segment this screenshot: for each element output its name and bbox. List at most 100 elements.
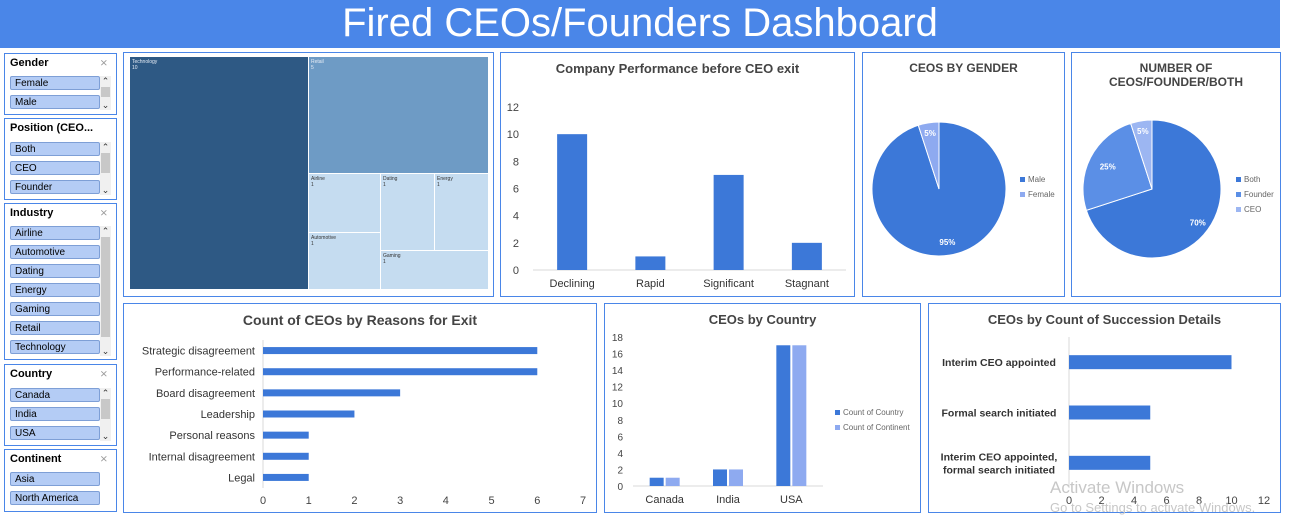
treemap-tile-energy[interactable] xyxy=(435,174,488,251)
pie-data-label: 5% xyxy=(924,129,936,138)
y-tick-label: Leadership xyxy=(201,409,255,421)
treemap-tile-automotive[interactable] xyxy=(309,233,381,289)
treemap-tile-dating[interactable] xyxy=(381,174,435,251)
slicer-scrollbar[interactable]: ⌃ ⌄ xyxy=(100,142,111,195)
slicer-item-technology[interactable]: Technology xyxy=(10,340,100,354)
x-tick-label: Declining xyxy=(550,278,595,290)
bar-canada-count-of-continent xyxy=(665,477,680,486)
bar-rapid xyxy=(635,256,666,270)
y-tick-label: 18 xyxy=(612,333,624,344)
treemap-tile-retail[interactable] xyxy=(309,57,488,174)
gender-pie-title: CEOS BY GENDER xyxy=(909,61,1018,75)
slicer-item-canada[interactable]: Canada xyxy=(10,388,100,402)
scrollbar-thumb[interactable] xyxy=(101,399,110,419)
treemap-value-automotive: 1 xyxy=(311,241,314,247)
slicer-item-usa[interactable]: USA xyxy=(10,426,100,440)
treemap-value-retail: 5 xyxy=(311,65,314,71)
y-tick-label: 8 xyxy=(617,416,623,427)
filter-clear-icon[interactable]: ⨯ xyxy=(99,58,108,69)
filter-clear-icon[interactable]: ⨯ xyxy=(99,369,108,380)
y-tick-label: 6 xyxy=(617,432,623,443)
slicer-item-retail[interactable]: Retail xyxy=(10,321,100,335)
y-tick-label: Internal disagreement xyxy=(149,451,255,463)
y-tick-label: Personal reasons xyxy=(169,430,255,442)
slicer-item-asia[interactable]: Asia xyxy=(10,472,100,486)
treemap-label-gaming: Gaming xyxy=(383,253,401,259)
chevron-down-icon[interactable]: ⌄ xyxy=(101,346,110,356)
slicer-scrollbar[interactable]: ⌃ ⌄ xyxy=(100,226,111,356)
bar-declining xyxy=(557,134,588,270)
filter-clear-icon[interactable]: ⨯ xyxy=(99,454,108,465)
y-tick-label: 16 xyxy=(612,350,624,361)
position-pie-title: NUMBER OF CEOS/FOUNDER/BOTH xyxy=(1108,61,1243,89)
y-tick-label: Interim CEO appointed xyxy=(942,357,1056,369)
y-tick-label: 14 xyxy=(612,366,624,377)
chevron-down-icon[interactable]: ⌄ xyxy=(101,185,110,195)
bar-personal-reasons xyxy=(263,431,309,439)
chevron-up-icon[interactable]: ⌃ xyxy=(101,76,110,86)
chevron-down-icon[interactable]: ⌄ xyxy=(101,100,110,110)
y-tick-label-line: Interim CEO appointed xyxy=(942,357,1056,369)
pie-slice-both xyxy=(1085,119,1222,259)
gender-pie-chart: 95% 5% Male Female xyxy=(871,121,1055,257)
treemap-tile-airline[interactable] xyxy=(309,174,381,233)
chevron-up-icon[interactable]: ⌃ xyxy=(101,388,110,398)
slicer-item-automotive[interactable]: Automotive xyxy=(10,245,100,259)
pie-data-label: 25% xyxy=(1100,162,1116,171)
slicer-item-founder[interactable]: Founder xyxy=(10,180,100,194)
scrollbar-thumb[interactable] xyxy=(101,87,110,97)
legend-label: CEO xyxy=(1244,205,1261,214)
bar-internal-disagreement xyxy=(263,452,309,460)
y-tick-label-line: Formal search initiated xyxy=(942,408,1057,420)
x-tick-label: Stagnant xyxy=(785,278,829,290)
dashboard-title: Fired CEOs/Founders Dashboard xyxy=(0,0,1280,48)
slicer-continent-title: Continent xyxy=(10,453,62,465)
x-tick-label: 10 xyxy=(1225,495,1237,507)
x-tick-label: 1 xyxy=(306,495,312,507)
treemap-tile-gaming[interactable] xyxy=(381,251,488,289)
slicer-country: Country ⨯ Canada India USA ⌃ ⌄ xyxy=(4,364,117,446)
slicer-gender-title: Gender xyxy=(10,57,49,69)
treemap-tile-technology[interactable] xyxy=(130,57,309,289)
scrollbar-thumb[interactable] xyxy=(101,237,110,337)
country-chart-title: CEOs by Country xyxy=(708,312,817,327)
slicer-gender: Gender ⨯ Female Male ⌃ ⌄ xyxy=(4,53,117,115)
y-tick-label: Formal search initiated xyxy=(942,408,1057,420)
pie-slice-founder xyxy=(1082,122,1153,211)
x-tick-label: USA xyxy=(780,494,803,506)
x-tick-label: Significant xyxy=(703,278,754,290)
slicer-scrollbar[interactable]: ⌃ ⌄ xyxy=(100,76,111,110)
slicer-continent: Continent ⨯ Asia North America xyxy=(4,449,117,512)
slicer-item-north-america[interactable]: North America xyxy=(10,491,100,505)
reasons-chart-panel: Count of CEOs by Reasons for Exit 0 1 2 3 4 5… xyxy=(123,303,597,513)
scrollbar-thumb[interactable] xyxy=(101,153,110,173)
slicer-item-dating[interactable]: Dating xyxy=(10,264,100,278)
slicer-item-both[interactable]: Both xyxy=(10,142,100,156)
legend-swatch xyxy=(1020,177,1025,182)
x-tick-label: 7 xyxy=(580,495,586,507)
slicer-item-gaming[interactable]: Gaming xyxy=(10,302,100,316)
legend-label: Male xyxy=(1028,175,1046,184)
legend-label: Founder xyxy=(1244,190,1274,199)
performance-chart-panel: Company Performance before CEO exit 0 2 4 6… xyxy=(500,52,855,297)
y-tick-label-line: formal search initiated xyxy=(943,464,1055,476)
y-tick-label: Interim CEO appointed, formal search init… xyxy=(941,451,1058,476)
slicer-position-title: Position (CEO... xyxy=(10,122,94,134)
filter-clear-icon[interactable]: ⨯ xyxy=(99,208,108,219)
legend-label: Count of Continent xyxy=(843,423,910,432)
chevron-down-icon[interactable]: ⌄ xyxy=(101,431,110,441)
chevron-up-icon[interactable]: ⌃ xyxy=(101,226,110,236)
slicer-item-airline[interactable]: Airline xyxy=(10,226,100,240)
bar-usa-count-of-country xyxy=(776,345,791,486)
x-tick-label: 6 xyxy=(534,495,540,507)
pie-data-label: 5% xyxy=(1137,127,1149,136)
slicer-country-title: Country xyxy=(10,368,53,380)
chevron-up-icon[interactable]: ⌃ xyxy=(101,142,110,152)
slicer-item-male[interactable]: Male xyxy=(10,95,100,109)
slicer-item-ceo[interactable]: CEO xyxy=(10,161,100,175)
bar-formal-search-initiated xyxy=(1069,405,1151,420)
slicer-item-india[interactable]: India xyxy=(10,407,100,421)
slicer-item-female[interactable]: Female xyxy=(10,76,100,90)
slicer-item-energy[interactable]: Energy xyxy=(10,283,100,297)
slicer-scrollbar[interactable]: ⌃ ⌄ xyxy=(100,388,111,441)
